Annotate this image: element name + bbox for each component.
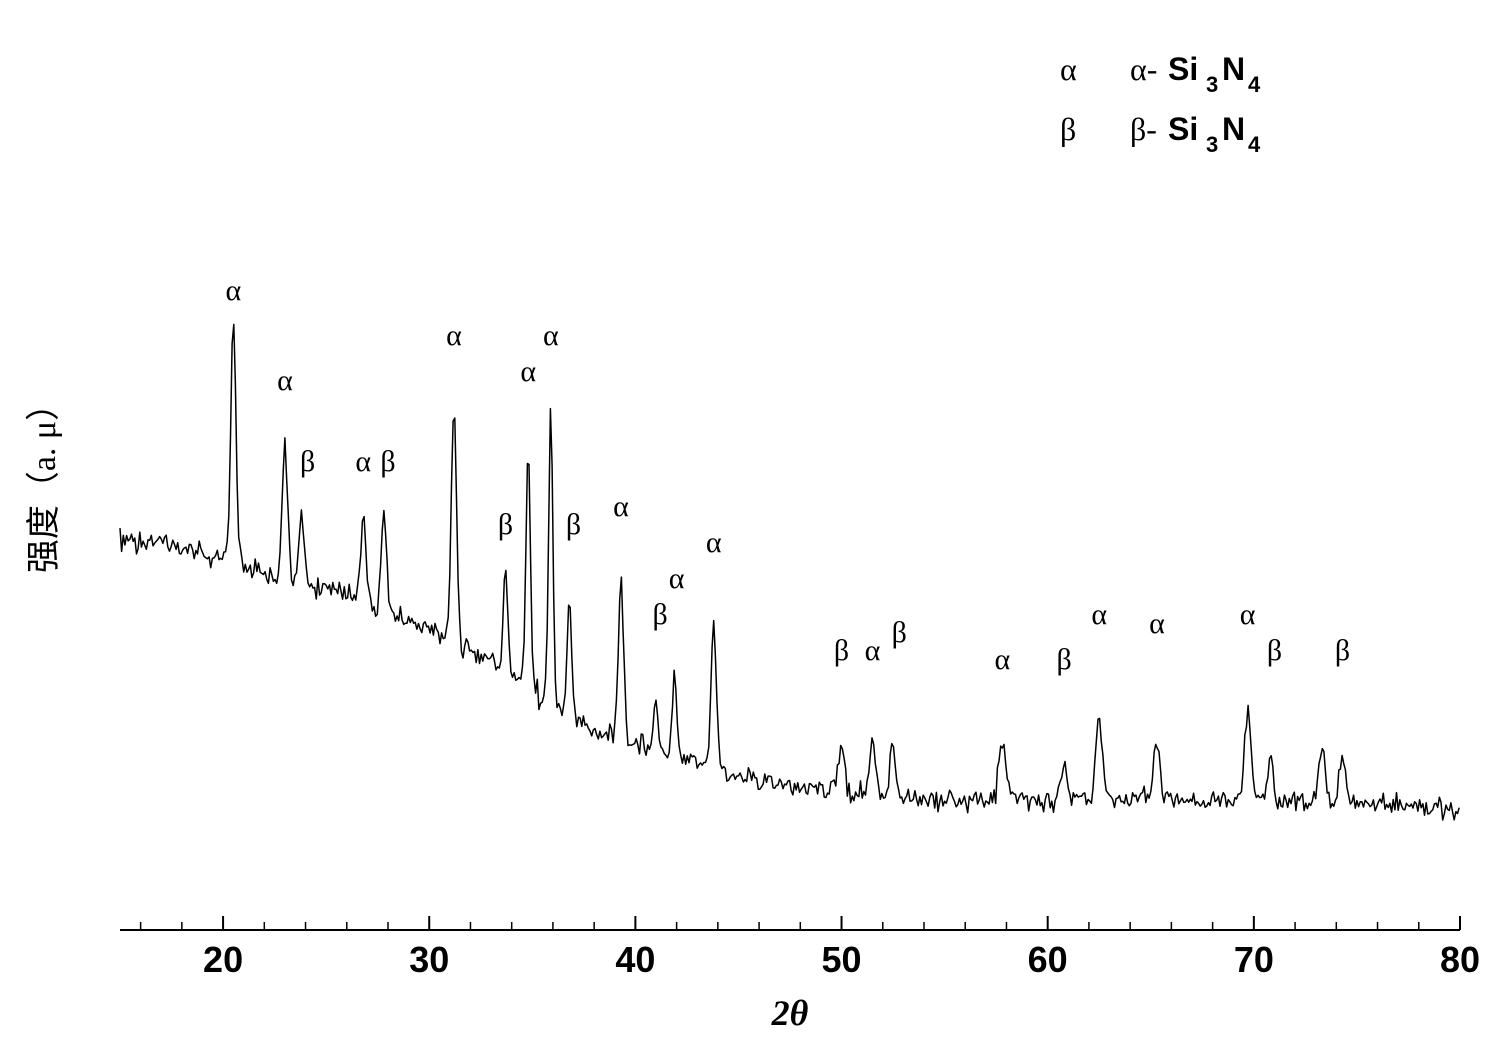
x-tick-label: 20: [203, 939, 243, 980]
y-axis-title: 强度（a. μ）: [25, 387, 63, 573]
legend-formula: Si: [1168, 111, 1198, 147]
xrd-svg: 203040506070802θ强度（a. μ）ααβαβαβααβαβααβα…: [0, 0, 1498, 1051]
peak-label: β: [566, 508, 581, 541]
legend-symbol: β: [1060, 111, 1076, 147]
peak-label: β: [652, 598, 667, 631]
peak-label: α: [277, 364, 293, 397]
peak-label: α: [355, 445, 371, 478]
peak-label: β: [498, 508, 513, 541]
peak-label: β: [380, 445, 395, 478]
x-tick-label: 60: [1028, 939, 1068, 980]
peak-label: α: [1149, 607, 1165, 640]
x-tick-label: 50: [822, 939, 862, 980]
peak-label: β: [1057, 643, 1072, 676]
peak-label: α: [1091, 598, 1107, 631]
legend-formula: N: [1222, 111, 1245, 147]
peak-label: α: [543, 319, 559, 352]
x-axis-title: 2θ: [771, 993, 809, 1033]
legend-formula: Si: [1168, 51, 1198, 87]
peak-label: α: [613, 490, 629, 523]
peak-label: β: [892, 616, 907, 649]
x-tick-label: 70: [1234, 939, 1274, 980]
peak-label: α: [446, 319, 462, 352]
peak-label: α: [994, 643, 1010, 676]
peak-label: β: [1335, 634, 1350, 667]
xrd-chart: 203040506070802θ强度（a. μ）ααβαβαβααβαβααβα…: [0, 0, 1498, 1051]
legend-prefix: α-: [1130, 51, 1157, 87]
legend-sub: 3: [1206, 72, 1218, 97]
x-tick-label: 80: [1440, 939, 1480, 980]
legend-symbol: α: [1060, 51, 1077, 87]
peak-label: α: [520, 355, 536, 388]
peak-label: β: [834, 634, 849, 667]
peak-label: β: [1267, 634, 1282, 667]
x-tick-label: 40: [615, 939, 655, 980]
peak-label: α: [865, 634, 881, 667]
legend-sub: 4: [1248, 72, 1261, 97]
legend-sub: 4: [1248, 132, 1261, 157]
peak-label: α: [669, 562, 685, 595]
peak-label: α: [1240, 598, 1256, 631]
legend-formula: N: [1222, 51, 1245, 87]
peak-label: α: [226, 274, 242, 307]
peak-label: α: [706, 526, 722, 559]
legend-prefix: β-: [1130, 111, 1157, 147]
xrd-line: [120, 324, 1459, 820]
peak-label: β: [300, 445, 315, 478]
legend-sub: 3: [1206, 132, 1218, 157]
x-tick-label: 30: [409, 939, 449, 980]
